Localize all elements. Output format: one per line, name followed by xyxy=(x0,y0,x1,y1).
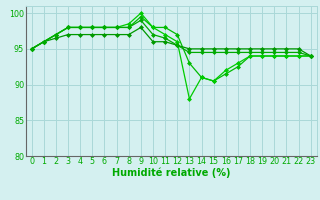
X-axis label: Humidité relative (%): Humidité relative (%) xyxy=(112,168,230,178)
